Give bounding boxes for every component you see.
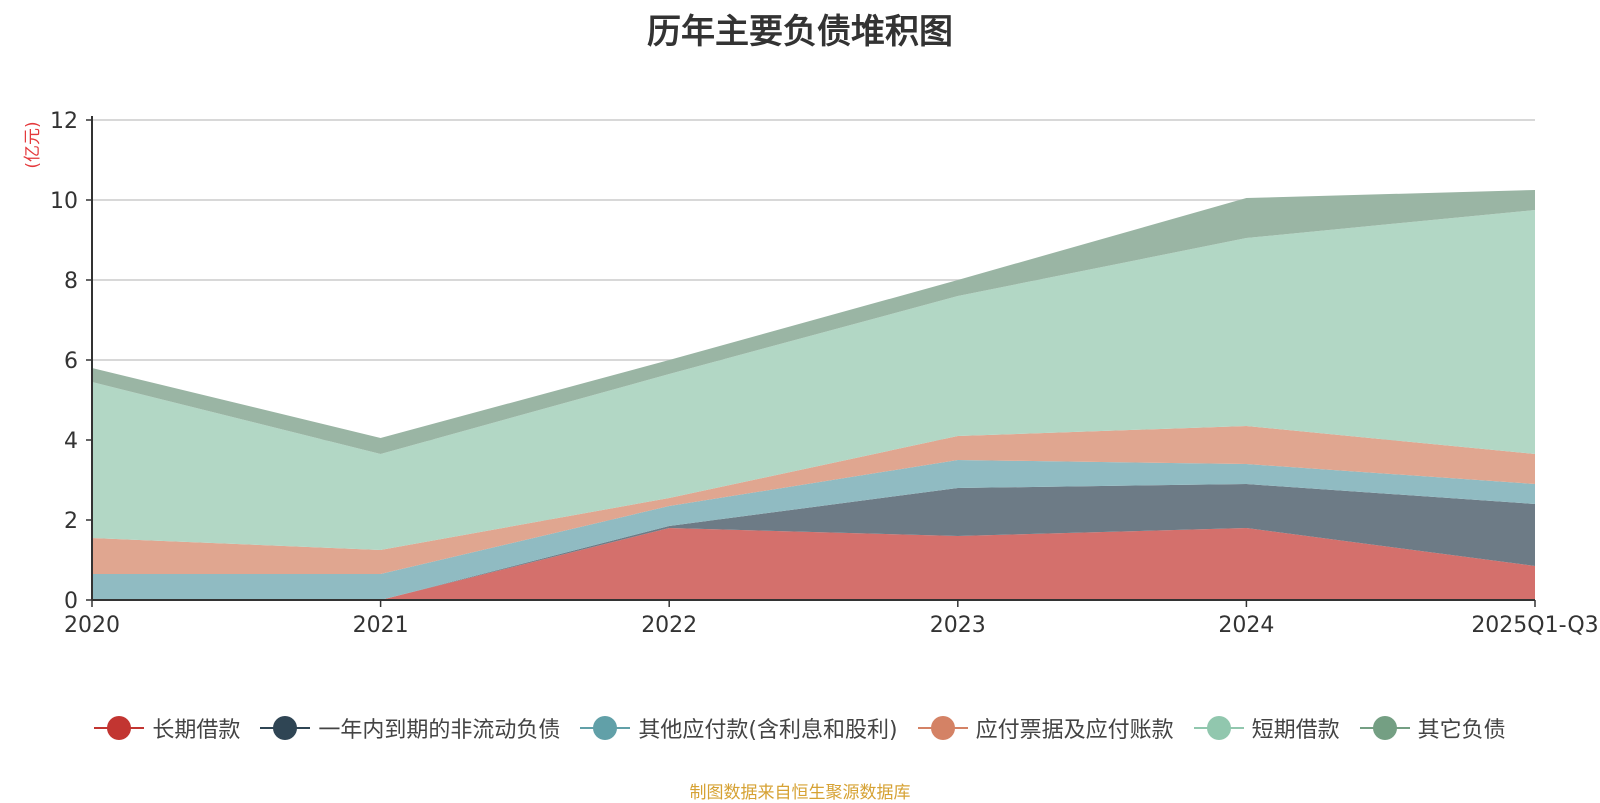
legend-marker-icon [260, 715, 311, 741]
y-tick-label: 2 [64, 509, 78, 534]
legend-item-3[interactable]: 应付票据及应付账款 [917, 712, 1174, 744]
x-tick-label: 2023 [930, 613, 986, 638]
x-tick-label: 2021 [353, 613, 409, 638]
source-note: 制图数据来自恒生聚源数据库 [689, 783, 911, 803]
y-tick-label: 10 [50, 189, 78, 214]
legend: 长期借款 一年内到期的非流动负债 其他应付款(含利息和股利) 应付票据及应付账款 短期借… [0, 712, 1600, 744]
x-tick-label: 2025Q1-Q3 [1471, 613, 1598, 638]
legend-item-4[interactable]: 短期借款 [1193, 712, 1340, 744]
area-series-0[interactable] [92, 528, 1535, 600]
area-series-4[interactable] [92, 210, 1535, 550]
legend-item-0[interactable]: 长期借款 [94, 712, 240, 744]
y-tick-label: 4 [64, 429, 78, 454]
y-tick-label: 12 [50, 109, 78, 134]
legend-marker-icon [1359, 715, 1410, 741]
legend-marker-icon [1193, 715, 1244, 741]
y-tick-label: 8 [64, 269, 78, 294]
area-series-3[interactable] [92, 426, 1535, 574]
legend-label: 一年内到期的非流动负债 [318, 718, 561, 743]
legend-label: 其它负债 [1417, 718, 1506, 743]
area-series-1[interactable] [92, 484, 1535, 600]
legend-item-2[interactable]: 其他应付款(含利息和股利) [580, 712, 898, 744]
stacked-areas [92, 190, 1535, 600]
chart-title: 历年主要负债堆积图 [647, 12, 953, 52]
legend-marker-icon [94, 715, 145, 741]
y-tick-label: 6 [64, 349, 78, 374]
legend-marker-icon [580, 715, 631, 741]
legend-marker-icon [917, 715, 968, 741]
axes: 0 2 4 6 8 10 12 2020 2021 2022 2023 2024 2025Q1-Q3 [50, 109, 1599, 638]
area-series-2[interactable] [92, 460, 1535, 600]
y-axis-unit: (亿元) [23, 121, 43, 168]
legend-item-5[interactable]: 其它负债 [1359, 712, 1506, 744]
legend-label: 短期借款 [1251, 718, 1340, 743]
x-tick-label: 2024 [1218, 613, 1274, 638]
legend-label: 应付票据及应付账款 [975, 718, 1174, 743]
x-tick-label: 2022 [641, 613, 697, 638]
x-tick-label: 2020 [64, 613, 120, 638]
legend-label: 其他应付款(含利息和股利) [638, 718, 898, 743]
legend-label: 长期借款 [152, 718, 241, 743]
area-series-5[interactable] [92, 190, 1535, 454]
y-tick-label: 0 [64, 589, 78, 614]
legend-item-1[interactable]: 一年内到期的非流动负债 [260, 712, 560, 744]
